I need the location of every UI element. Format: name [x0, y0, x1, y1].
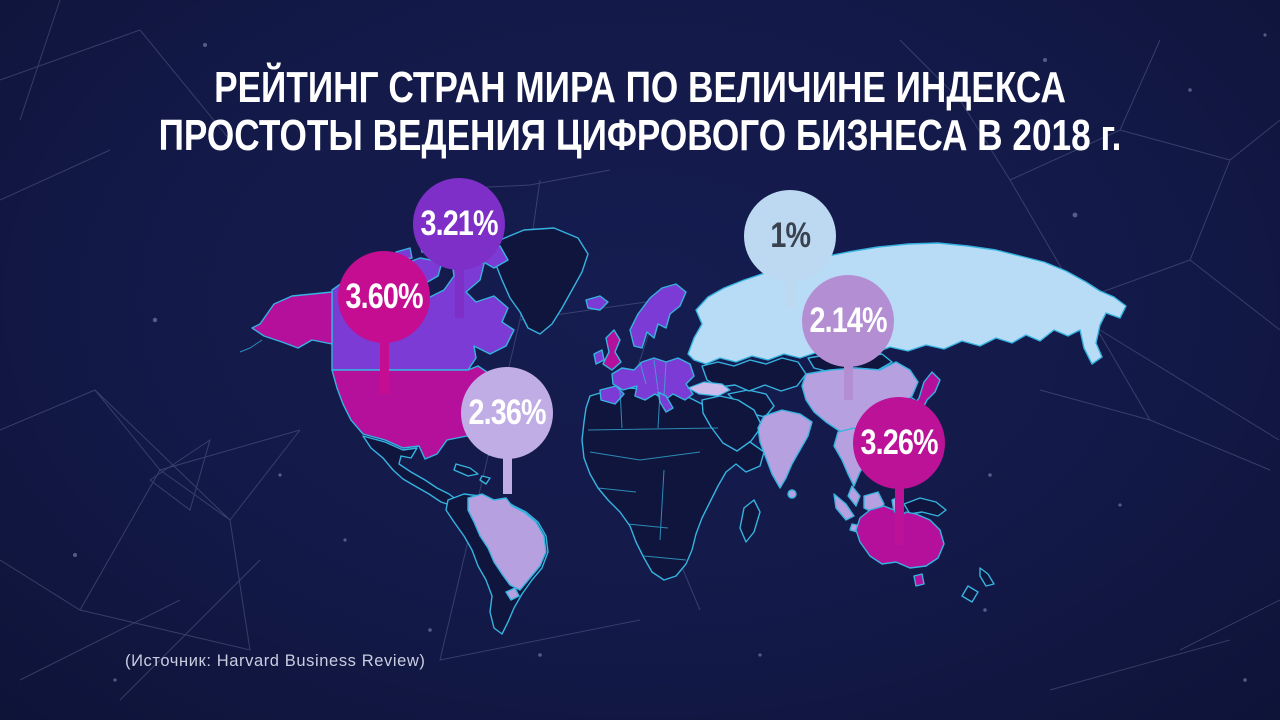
badge-value: 3.21%	[420, 204, 498, 243]
country-greenland	[493, 227, 589, 335]
badge-circle: 2.14%	[802, 275, 894, 367]
africa-internal-borders	[587, 389, 719, 561]
page-title: РЕЙТИНГ СТРАН МИРА ПО ВЕЛИЧИНЕ ИНДЕКСА П…	[128, 64, 1152, 160]
island-madagascar	[739, 499, 761, 543]
region-central-asia	[701, 357, 807, 392]
badge-circle: 3.21%	[413, 178, 505, 270]
value-badge-china: 2.14%	[802, 275, 894, 400]
country-ireland	[593, 349, 605, 365]
country-new-zealand-north	[979, 567, 995, 587]
badge-pointer-stem	[379, 297, 389, 394]
badge-value: 3.26%	[860, 423, 938, 462]
region-europe-mainland	[611, 357, 695, 401]
region-alaska	[251, 291, 333, 349]
source-note: (Источник: Harvard Business Review)	[125, 652, 426, 670]
region-mexico-central-america	[362, 435, 458, 507]
island-sri-lanka	[787, 489, 797, 499]
island-cuba	[453, 463, 479, 477]
country-brazil	[467, 493, 547, 591]
badge-pointer-stem	[894, 443, 904, 545]
badge-circle: 3.26%	[853, 397, 945, 489]
region-scandinavia	[629, 283, 687, 349]
title-line-1: РЕЙТИНГ СТРАН МИРА ПО ВЕЛИЧИНЕ ИНДЕКСА	[214, 63, 1066, 112]
island-hispaniola	[479, 475, 491, 485]
island-tasmania	[913, 573, 925, 587]
value-badge-australia: 3.26%	[853, 397, 945, 545]
island-sumatra	[833, 493, 855, 521]
badge-value: 3.60%	[345, 277, 423, 316]
badge-value: 2.14%	[809, 301, 887, 340]
value-badge-russia: 1%	[744, 190, 836, 308]
region-uruguay	[505, 587, 520, 601]
badge-circle: 2.36%	[461, 367, 553, 459]
europe-internal-borders	[639, 359, 667, 397]
badge-circle: 3.60%	[338, 251, 430, 343]
country-new-zealand-south	[961, 585, 979, 603]
country-turkey	[687, 381, 731, 397]
badge-circle: 1%	[744, 190, 836, 282]
badge-value: 1%	[770, 216, 811, 255]
region-malay-peninsula	[847, 485, 861, 507]
country-uk	[602, 329, 622, 371]
aleutian-chain	[239, 339, 263, 353]
value-badge-brazil: 2.36%	[461, 367, 553, 494]
value-badge-usa: 3.60%	[338, 251, 430, 394]
value-badge-canada: 3.21%	[413, 178, 505, 318]
badge-pointer-stem	[454, 224, 464, 318]
badge-value: 2.36%	[468, 393, 546, 432]
region-arabia	[701, 395, 763, 452]
country-india	[757, 409, 813, 489]
region-iberia	[599, 385, 625, 405]
title-line-2: ПРОСТОТЫ ВЕДЕНИЯ ЦИФРОВОГО БИЗНЕСА В 201…	[158, 111, 1122, 160]
country-iceland	[585, 295, 609, 311]
